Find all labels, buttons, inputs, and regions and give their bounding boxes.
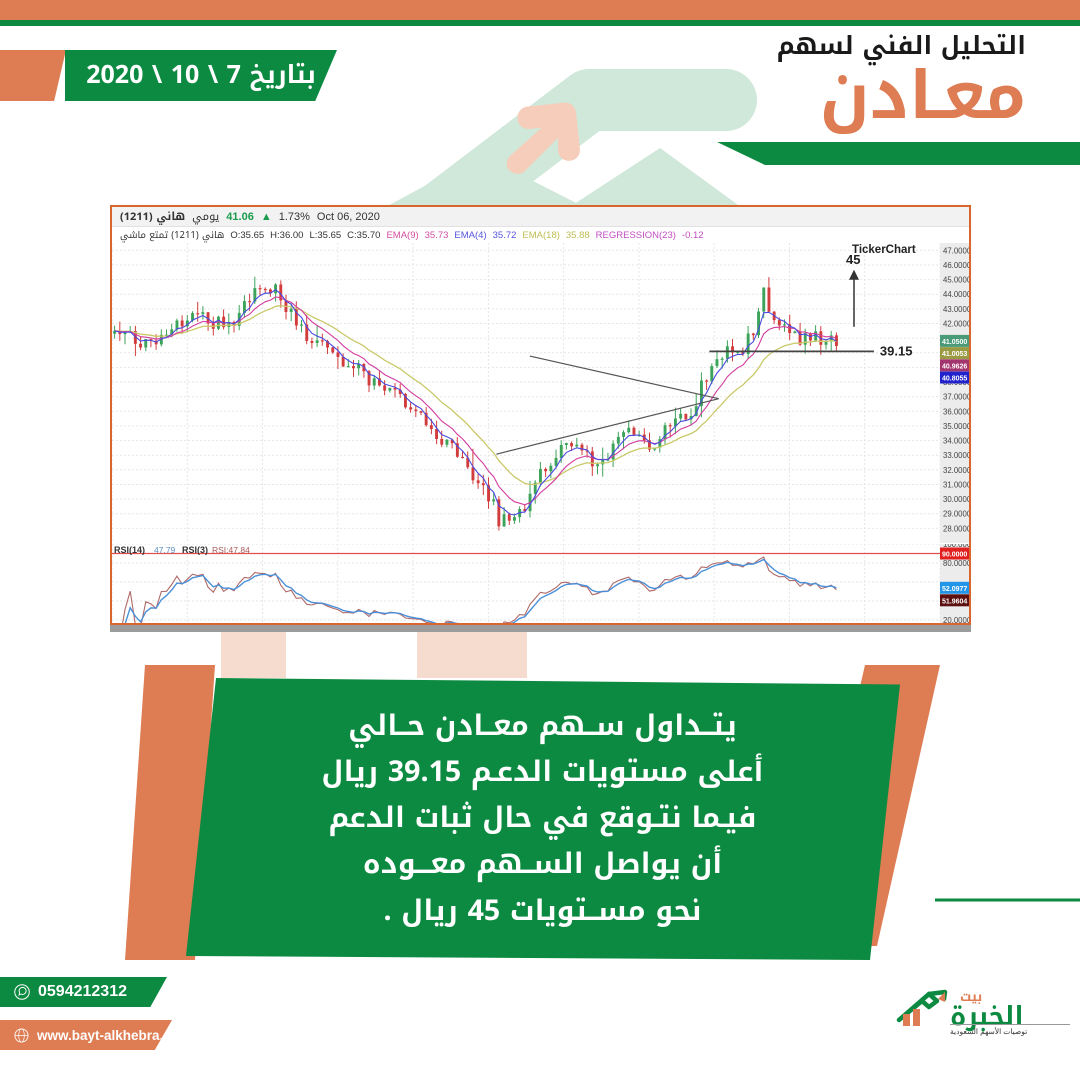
svg-text:36.0000: 36.0000 bbox=[943, 407, 971, 416]
svg-text:45.0000: 45.0000 bbox=[943, 276, 971, 285]
svg-text:RSI:47.84: RSI:47.84 bbox=[212, 545, 250, 555]
svg-text:47.79: 47.79 bbox=[154, 545, 176, 555]
svg-text:RSI(3): RSI(3) bbox=[182, 545, 208, 555]
svg-text:RSI(14): RSI(14) bbox=[114, 545, 145, 555]
svg-text:35.0000: 35.0000 bbox=[943, 422, 971, 431]
svg-text:30.0000: 30.0000 bbox=[943, 495, 971, 504]
svg-text:34.0000: 34.0000 bbox=[943, 437, 971, 446]
svg-text:41.0500: 41.0500 bbox=[942, 339, 967, 346]
svg-text:39.15: 39.15 bbox=[880, 343, 913, 358]
svg-text:28.0000: 28.0000 bbox=[943, 524, 971, 533]
svg-text:80.0000: 80.0000 bbox=[943, 559, 971, 568]
svg-text:42.0000: 42.0000 bbox=[943, 320, 971, 329]
svg-text:44.0000: 44.0000 bbox=[943, 290, 971, 299]
svg-text:52.0977: 52.0977 bbox=[942, 586, 967, 593]
svg-text:90.0000: 90.0000 bbox=[942, 552, 967, 559]
svg-text:29.0000: 29.0000 bbox=[943, 510, 971, 519]
svg-text:32.0000: 32.0000 bbox=[943, 466, 971, 475]
svg-text:47.0000: 47.0000 bbox=[943, 246, 971, 255]
svg-text:40.9626: 40.9626 bbox=[942, 363, 967, 370]
svg-text:40.8055: 40.8055 bbox=[942, 376, 967, 383]
svg-text:43.0000: 43.0000 bbox=[943, 305, 971, 314]
svg-text:33.0000: 33.0000 bbox=[943, 451, 971, 460]
svg-text:20.0000: 20.0000 bbox=[943, 616, 971, 625]
svg-text:46.0000: 46.0000 bbox=[943, 261, 971, 270]
svg-text:41.0053: 41.0053 bbox=[942, 351, 967, 358]
svg-text:TickerChart: TickerChart bbox=[852, 244, 916, 256]
svg-text:37.0000: 37.0000 bbox=[943, 393, 971, 402]
svg-text:31.0000: 31.0000 bbox=[943, 481, 971, 490]
svg-text:51.9604: 51.9604 bbox=[942, 598, 967, 605]
